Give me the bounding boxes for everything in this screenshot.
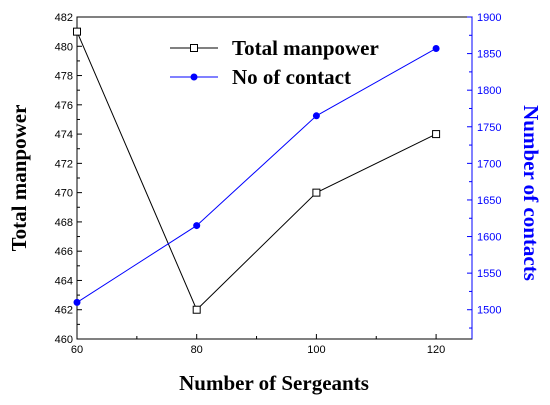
right-y-tick-label: 1600 bbox=[477, 232, 501, 244]
left-y-tick-label: 466 bbox=[55, 246, 73, 258]
contacts-point bbox=[73, 298, 81, 306]
left-y-tick-label: 472 bbox=[55, 158, 73, 170]
contacts-point bbox=[432, 44, 440, 52]
right-y-tick-label: 1850 bbox=[477, 49, 501, 61]
left-y-tick-label: 476 bbox=[55, 100, 73, 112]
contacts-line bbox=[76, 48, 437, 303]
left-y-tick-label: 468 bbox=[55, 217, 73, 229]
x-tick-label: 60 bbox=[71, 344, 83, 356]
right-y-tick-label: 1650 bbox=[477, 195, 501, 207]
right-y-tick-label: 1750 bbox=[477, 122, 501, 134]
legend-total-manpower-marker bbox=[190, 44, 198, 52]
x-axis-title: Number of Sergeants bbox=[179, 371, 369, 395]
left-y-tick-label: 480 bbox=[55, 41, 73, 53]
right-y-tick-label: 1800 bbox=[477, 85, 501, 97]
left-y-tick-label: 470 bbox=[55, 188, 73, 200]
contacts-point bbox=[193, 222, 201, 230]
left-y-tick-label: 482 bbox=[55, 12, 73, 24]
left-y-axis-title: Total manpower bbox=[7, 105, 31, 252]
legend-contacts-marker bbox=[190, 73, 198, 81]
x-tick-label: 100 bbox=[307, 344, 325, 356]
left-y-tick-label: 462 bbox=[55, 305, 73, 317]
total-manpower-point bbox=[73, 27, 81, 36]
right-y-tick-label: 1700 bbox=[477, 158, 501, 170]
left-y-axis-ticks: 460 462 464 466 468 470 472 474 476 478 480 482 bbox=[55, 12, 82, 346]
x-axis-ticks: 60 80 100 120 bbox=[71, 334, 445, 356]
total-manpower-point bbox=[192, 305, 201, 314]
left-y-tick-label: 460 bbox=[55, 334, 73, 346]
legend-total-manpower-label: Total manpower bbox=[232, 36, 379, 60]
legend: Total manpower No of contact bbox=[170, 36, 379, 89]
right-y-tick-label: 1550 bbox=[477, 268, 501, 280]
x-tick-label: 80 bbox=[191, 344, 203, 356]
left-y-tick-label: 478 bbox=[55, 71, 73, 83]
total-manpower-point bbox=[432, 130, 441, 139]
legend-contacts-label: No of contact bbox=[232, 65, 351, 89]
right-y-axis-ticks: 1500 1550 1600 1650 1700 1750 1800 1850 1900 bbox=[467, 12, 501, 329]
right-y-tick-label: 1500 bbox=[477, 305, 501, 317]
left-y-tick-label: 464 bbox=[55, 275, 73, 287]
x-tick-label: 120 bbox=[427, 344, 445, 356]
series-layer bbox=[73, 27, 441, 314]
total-manpower-point bbox=[312, 188, 321, 197]
contacts-point bbox=[312, 112, 320, 120]
left-y-tick-label: 474 bbox=[55, 129, 73, 141]
right-y-tick-label: 1900 bbox=[477, 12, 501, 24]
total-manpower-line bbox=[76, 31, 437, 311]
right-y-axis-title: Number of contacts bbox=[519, 105, 543, 281]
